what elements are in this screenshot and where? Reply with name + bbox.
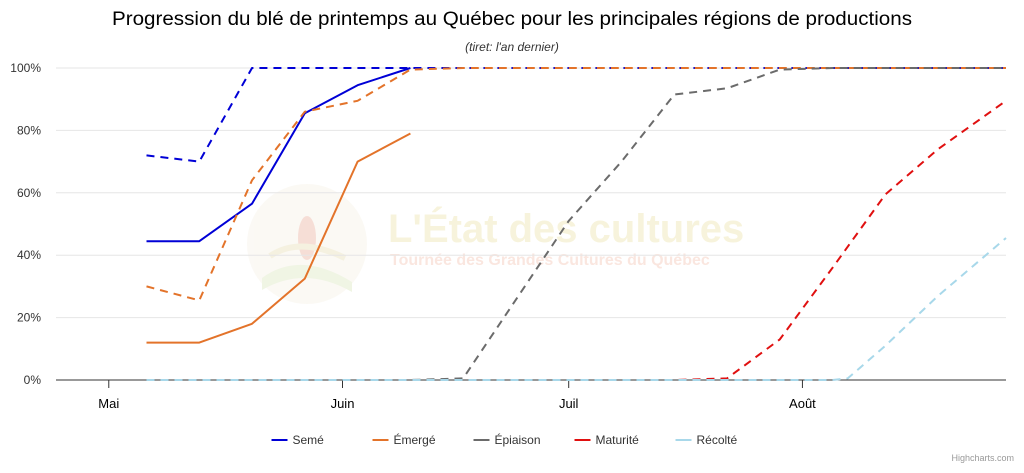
watermark-subtitle: Tournée des Grandes Cultures du Québec xyxy=(390,252,710,269)
watermark-logo: L'État des cultures Tournée des Grandes … xyxy=(247,184,744,304)
series-line[interactable] xyxy=(146,67,1007,302)
y-tick-label: 60% xyxy=(17,186,41,200)
x-tick-label: Août xyxy=(789,396,816,411)
legend-label: Maturité xyxy=(596,433,640,447)
legend-label: Récolté xyxy=(697,433,738,447)
y-tick-label: 80% xyxy=(17,123,41,137)
legend-item[interactable]: Maturité xyxy=(574,433,640,447)
series-line[interactable] xyxy=(146,132,411,344)
credits-text[interactable]: Highcharts.com xyxy=(951,453,1014,463)
y-tick-label: 0% xyxy=(24,373,42,387)
chart-title: Progression du blé de printemps au Québe… xyxy=(112,9,912,30)
x-tick-label: Mai xyxy=(98,396,119,411)
series-line[interactable] xyxy=(146,67,1007,381)
y-tick-label: 20% xyxy=(17,311,41,325)
x-tick-label: Juin xyxy=(331,396,355,411)
legend-item[interactable]: Semé xyxy=(271,433,325,447)
legend-item[interactable]: Émergé xyxy=(372,432,436,447)
watermark-title: L'État des cultures xyxy=(388,206,744,251)
legend-label: Épiaison xyxy=(495,432,541,447)
legend-label: Semé xyxy=(293,433,325,447)
chart-subtitle: (tiret: l'an dernier) xyxy=(465,40,559,54)
series-line[interactable] xyxy=(146,67,1007,163)
y-tick-label: 100% xyxy=(10,61,41,75)
legend-label: Émergé xyxy=(394,432,436,447)
x-tick-label: Juil xyxy=(559,396,579,411)
legend-item[interactable]: Récolté xyxy=(675,433,738,447)
series-line[interactable] xyxy=(146,67,411,243)
legend-item[interactable]: Épiaison xyxy=(473,432,541,447)
y-tick-label: 40% xyxy=(17,248,41,262)
